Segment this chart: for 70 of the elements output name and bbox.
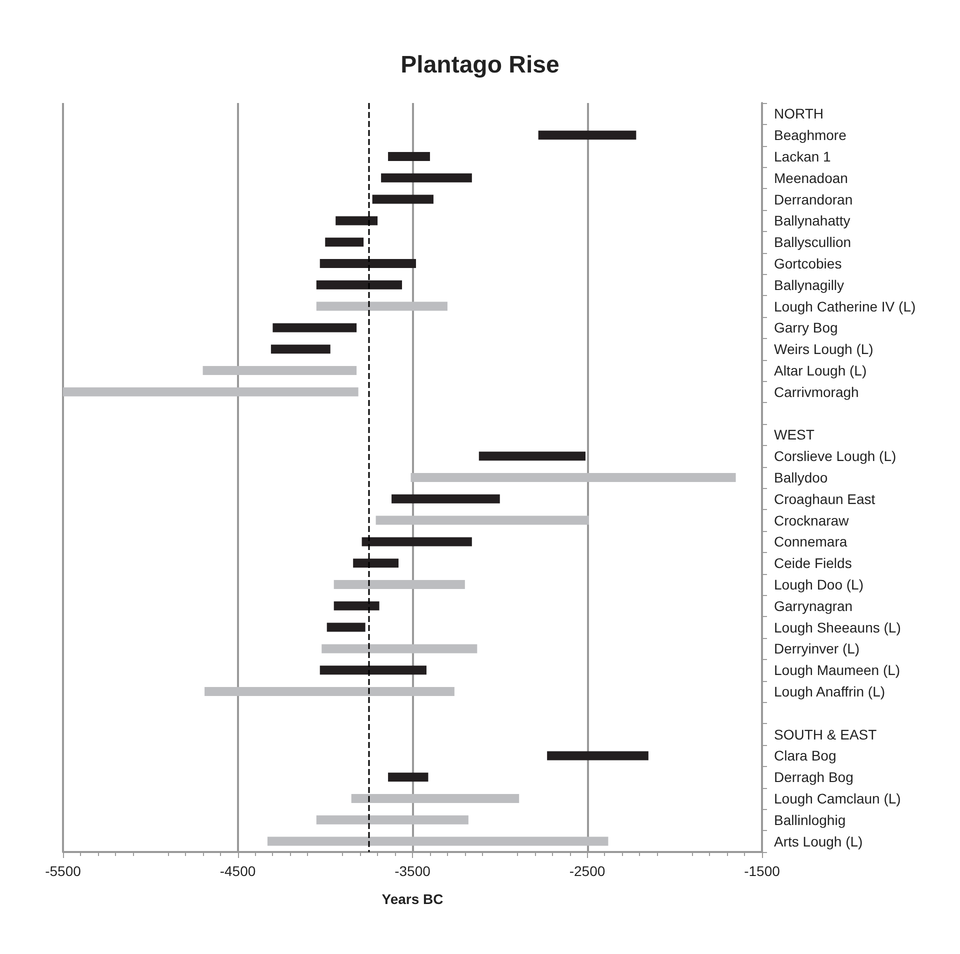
- bar: [547, 751, 648, 760]
- bar: [326, 622, 366, 632]
- y-tick-label: Garrynagran: [774, 598, 853, 614]
- y-tick-label: Crocknaraw: [774, 512, 850, 528]
- bar: [204, 687, 454, 696]
- bar: [336, 216, 378, 226]
- y-tick-label: Gortcobies: [774, 256, 842, 272]
- y-tick-label: Carrivmoragh: [774, 384, 859, 400]
- bar: [392, 494, 500, 504]
- y-tick-label: Lough Sheeauns (L): [774, 619, 901, 636]
- bar: [372, 194, 434, 204]
- bar: [202, 366, 357, 375]
- y-tick-label: Lough Catherine IV (L): [774, 298, 916, 314]
- y-tick-label: Lough Anaffrin (L): [774, 684, 886, 700]
- bar: [270, 344, 330, 354]
- bar: [334, 580, 465, 589]
- bar: [63, 387, 358, 396]
- chart-title: Plantago Rise: [400, 52, 560, 78]
- y-tick-label: Corslieve Lough (L): [774, 448, 896, 464]
- y-tick-label: Ballynahatty: [774, 212, 850, 229]
- y-tick-label: WEST: [774, 426, 815, 443]
- bar: [388, 772, 428, 782]
- y-tick-label: Garry Bog: [774, 320, 838, 336]
- y-tick-label: SOUTH & EAST: [774, 726, 878, 742]
- y-tick-label: Arts Lough (L): [774, 833, 863, 850]
- bar: [388, 152, 430, 161]
- y-tick-label: Derryinver (L): [774, 640, 860, 657]
- x-tick-label: -1500: [744, 863, 780, 879]
- y-tick-label: Lackan 1: [774, 148, 832, 164]
- x-tick-label: -2500: [569, 863, 606, 879]
- bar: [316, 815, 468, 824]
- bar: [351, 794, 520, 803]
- y-tick-label: Connemara: [774, 534, 848, 550]
- bar: [353, 558, 399, 568]
- bar: [272, 323, 357, 332]
- bar: [325, 238, 364, 247]
- bar: [334, 601, 380, 610]
- x-axis-title: Years BC: [382, 891, 444, 907]
- y-tick-label: Weirs Lough (L): [774, 341, 874, 358]
- y-tick-label: Croaghaun East: [774, 490, 876, 507]
- y-tick-label: Lough Maumeen (L): [774, 662, 900, 678]
- y-tick-label: Lough Camclaun (L): [774, 790, 901, 806]
- x-tick-label: -4500: [220, 863, 256, 879]
- y-tick-label: Ballynagilly: [774, 276, 844, 293]
- y-tick-label: Derrandoran: [774, 191, 853, 208]
- y-tick-label: Ballinloghig: [774, 812, 846, 828]
- bar: [316, 302, 448, 311]
- y-tick-label: Ballydoo: [774, 470, 828, 486]
- y-tick-label: NORTH: [774, 106, 824, 122]
- bar: [410, 473, 736, 482]
- y-tick-label: Clara Bog: [774, 748, 836, 764]
- bar: [322, 644, 478, 654]
- y-tick-label: Altar Lough (L): [774, 362, 867, 378]
- y-tick-label: Beaghmore: [774, 127, 847, 144]
- y-tick-label: Meenadoan: [774, 170, 848, 186]
- y-tick-label: Ceide Fields: [774, 555, 852, 572]
- y-tick-label: Lough Doo (L): [774, 576, 864, 592]
- bar: [362, 537, 472, 546]
- y-tick-label: Derragh Bog: [774, 769, 854, 786]
- bar: [478, 452, 586, 461]
- bar: [320, 259, 416, 268]
- x-tick-label: -3500: [394, 863, 431, 879]
- bar: [267, 836, 608, 846]
- bar: [320, 666, 426, 675]
- bar: [538, 130, 636, 140]
- bar: [316, 280, 402, 290]
- y-tick-label: Ballyscullion: [774, 234, 852, 250]
- bar: [381, 173, 472, 182]
- bar: [376, 516, 589, 525]
- x-tick-label: -5500: [45, 863, 82, 879]
